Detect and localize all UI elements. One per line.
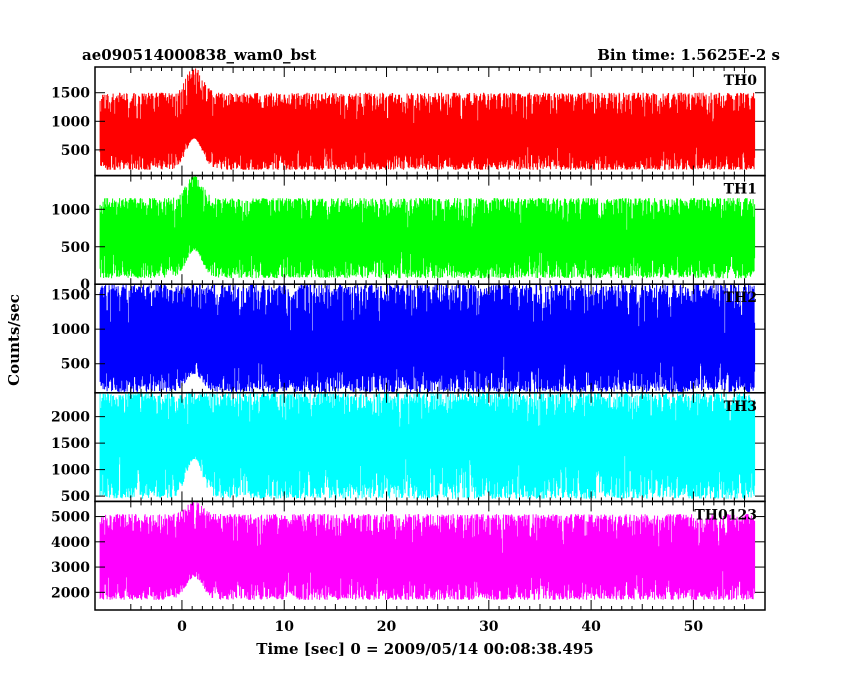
series-line-th1 <box>99 176 756 279</box>
y-tick-label: 1500 <box>51 288 90 304</box>
panel-label: TH1 <box>724 182 757 198</box>
y-tick-label: 1000 <box>51 463 90 479</box>
panel-th1: 0 500 1000 TH1 <box>51 174 766 293</box>
y-tick-label: 500 <box>61 357 90 373</box>
x-tick-label: 20 <box>377 619 397 635</box>
chart-title: ae090514000838_wam0_bst <box>82 46 316 64</box>
panel-label: TH3 <box>724 399 757 415</box>
y-tick-label: 2000 <box>51 585 90 601</box>
bin-time-label: Bin time: 1.5625E-2 s <box>597 46 780 64</box>
y-tick-label: 3000 <box>51 560 90 576</box>
x-tick-label: 40 <box>581 619 601 635</box>
panel-label: TH0123 <box>694 507 757 523</box>
panel-label: TH2 <box>724 290 757 306</box>
panel-th0: 500 1000 1500 TH0 <box>51 66 766 177</box>
y-axis-label: Counts/sec <box>5 294 23 386</box>
y-tick-label: 500 <box>61 489 90 505</box>
y-tick-label: 2000 <box>51 410 90 426</box>
y-tick-label: 1500 <box>51 436 90 452</box>
y-tick-label: 1000 <box>51 202 90 218</box>
series-line-th0123 <box>99 502 756 600</box>
panel-th0123: 2000 3000 4000 5000 TH0123 <box>51 500 766 611</box>
x-tick-label: 30 <box>479 619 499 635</box>
y-tick-label: 1000 <box>51 114 90 130</box>
panel-label: TH0 <box>724 73 758 89</box>
y-tick-label: 0 <box>80 277 90 293</box>
y-tick-label: 500 <box>61 240 90 256</box>
series-line-th0 <box>99 68 756 170</box>
panel-th3: 500 1000 1500 2000 TH3 <box>51 392 766 505</box>
y-tick-label: 1000 <box>51 322 90 338</box>
x-tick-label: 10 <box>274 619 294 635</box>
y-tick-label: 1500 <box>51 86 90 102</box>
x-tick-label: 0 <box>177 619 187 635</box>
y-tick-label: 5000 <box>51 510 90 526</box>
panel-frame <box>94 500 766 611</box>
x-axis-label: Time [sec] 0 = 2009/05/14 00:08:38.495 <box>256 640 593 658</box>
panel-th2: 500 1000 1500 TH2 <box>51 283 766 394</box>
x-tick-label: 50 <box>684 619 704 635</box>
y-tick-label: 4000 <box>51 535 90 551</box>
series-line-th2 <box>99 284 756 393</box>
series-line-th3 <box>99 392 756 499</box>
y-tick-label: 500 <box>61 143 90 159</box>
